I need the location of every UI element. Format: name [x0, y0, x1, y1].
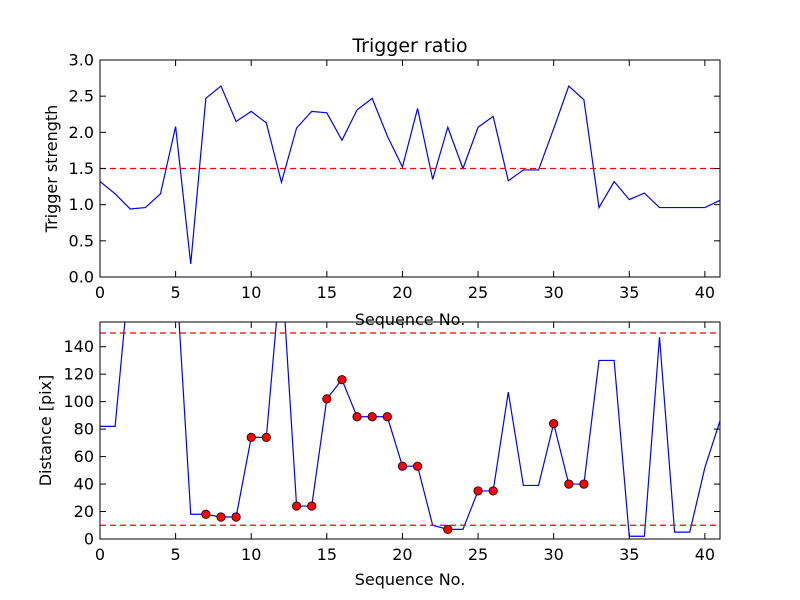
data-point-marker — [216, 512, 226, 522]
y-tick-label: 20 — [74, 502, 94, 521]
data-point-marker — [488, 486, 498, 496]
y-tick-label: 140 — [63, 337, 94, 356]
x-axis-label: Sequence No. — [355, 570, 466, 589]
data-point-marker — [564, 479, 574, 489]
y-tick-label: 40 — [74, 475, 94, 494]
y-tick-label: 80 — [74, 420, 94, 439]
x-tick-label: 30 — [543, 545, 563, 564]
x-tick-label: 10 — [241, 283, 261, 302]
x-tick-label: 20 — [392, 545, 412, 564]
data-point-marker — [291, 501, 302, 511]
data-point-marker — [261, 432, 271, 442]
x-tick-label: 0 — [95, 545, 105, 564]
data-point-marker — [382, 412, 392, 422]
y-tick-label: 1.0 — [69, 195, 94, 214]
plot-area — [100, 84, 720, 265]
x-tick-label: 35 — [619, 545, 639, 564]
plot-frame — [99, 321, 721, 540]
x-tick-label: 20 — [392, 283, 412, 302]
data-point-marker — [443, 524, 453, 534]
x-tick-label: 0 — [95, 283, 105, 302]
y-tick-label: 0 — [84, 530, 94, 549]
data-point-marker — [322, 394, 332, 404]
data-point-marker — [579, 479, 589, 489]
data-point-marker — [337, 375, 347, 385]
y-tick-label: 60 — [74, 447, 94, 466]
clipped-series — [100, 322, 720, 537]
x-tick-label: 35 — [619, 283, 639, 302]
y-tick-label: 0.5 — [69, 231, 94, 250]
data-point-marker — [397, 461, 408, 471]
tick-group: 0 5 10 15 20 25 30 35 40 0.0 0.5 1.0 1.5 2.0 2.5 3.0 — [69, 51, 720, 302]
y-tick-label: 2.5 — [69, 87, 94, 106]
x-tick-label: 15 — [317, 283, 337, 302]
y-axis-label: Trigger strength — [42, 105, 61, 234]
trigger-ratio-chart: Trigger ratio 0 5 10 15 20 25 30 35 40 0.0 0.5 1.0 1… — [42, 35, 721, 329]
y-tick-label: 0.0 — [69, 268, 94, 287]
data-point-marker — [307, 501, 317, 511]
data-point-marker — [246, 432, 256, 442]
x-tick-label: 40 — [695, 545, 715, 564]
y-axis-label: Distance [pix] — [36, 375, 55, 487]
x-tick-label: 25 — [468, 545, 488, 564]
y-tick-label: 120 — [63, 365, 94, 384]
x-tick-label: 15 — [317, 545, 337, 564]
tick-group: 0 5 10 15 20 25 30 35 40 0 20 40 60 80 100 120 140 — [63, 322, 720, 564]
y-tick-label: 3.0 — [69, 51, 94, 70]
data-point-marker — [367, 412, 377, 422]
data-point-marker — [231, 512, 241, 522]
y-tick-label: 2.0 — [69, 123, 94, 142]
x-tick-label: 5 — [171, 283, 181, 302]
distance-chart: 0 5 10 15 20 25 30 35 40 0 20 40 60 80 100 120 140 Seque… — [36, 321, 721, 589]
data-point-marker — [412, 461, 423, 471]
data-point-marker — [549, 419, 559, 429]
x-tick-label: 10 — [241, 545, 261, 564]
x-tick-label: 30 — [543, 283, 563, 302]
series-line — [100, 84, 720, 265]
data-point-marker — [352, 412, 362, 422]
x-tick-label: 25 — [468, 283, 488, 302]
clipped-series — [100, 84, 720, 265]
y-tick-label: 1.5 — [69, 159, 94, 178]
x-axis-label: Sequence No. — [355, 310, 466, 329]
plot-area — [100, 322, 720, 537]
x-tick-label: 40 — [695, 283, 715, 302]
data-point-marker — [473, 486, 483, 496]
chart-title: Trigger ratio — [351, 35, 467, 57]
data-point-marker — [201, 509, 211, 519]
y-tick-label: 100 — [63, 392, 94, 411]
x-tick-label: 5 — [171, 545, 181, 564]
